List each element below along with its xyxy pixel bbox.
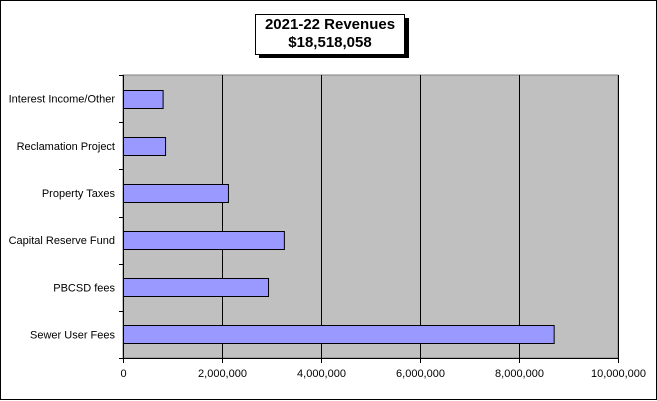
bar <box>123 325 555 344</box>
bar <box>123 231 285 250</box>
x-tick-label: 10,000,000 <box>591 368 646 380</box>
y-tick-label: Interest Income/Other <box>9 94 116 106</box>
chart-title: 2021-22 Revenues <box>264 16 396 33</box>
y-tick-label: Capital Reserve Fund <box>9 235 115 247</box>
x-tick-label: 8,000,000 <box>495 368 544 380</box>
bar <box>123 137 167 156</box>
y-tick-label: Property Taxes <box>42 188 116 200</box>
y-tick-label: Sewer User Fees <box>30 329 115 341</box>
bar <box>123 278 270 297</box>
y-tick-label: Reclamation Project <box>17 141 115 153</box>
x-tick-label: 0 <box>120 368 126 380</box>
bar <box>123 90 164 109</box>
x-tick-label: 4,000,000 <box>297 368 346 380</box>
x-tick-label: 6,000,000 <box>396 368 445 380</box>
plot-area <box>122 74 619 359</box>
chart-subtitle: $18,518,058 <box>288 34 372 51</box>
bar <box>123 184 229 203</box>
chart-title-box: 2021-22 Revenues $18,518,058 <box>255 14 405 55</box>
y-tick-label: PBCSD fees <box>53 282 115 294</box>
x-tick-label: 2,000,000 <box>198 368 247 380</box>
